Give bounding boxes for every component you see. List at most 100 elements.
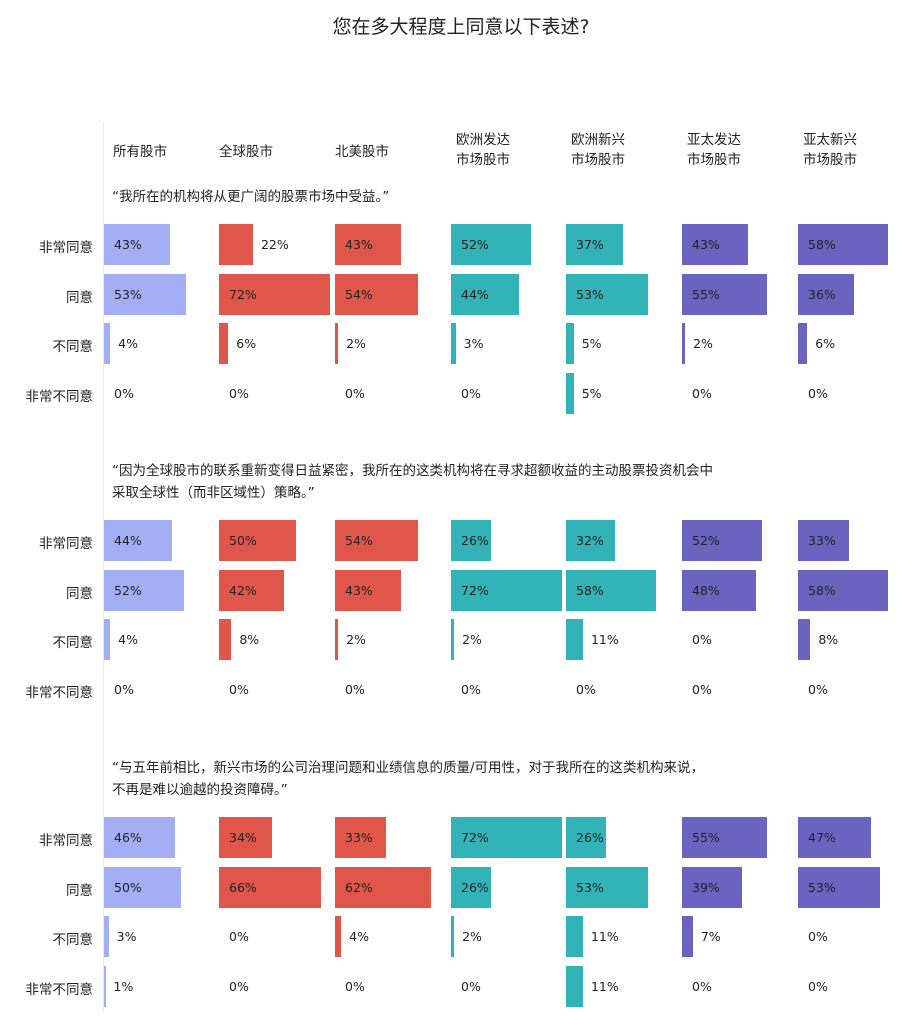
bar bbox=[682, 520, 763, 561]
column-header-line: 所有股市 bbox=[113, 144, 167, 160]
value-label: 39% bbox=[692, 879, 720, 895]
value-label: 58% bbox=[808, 582, 836, 598]
value-label: 0% bbox=[345, 979, 365, 994]
value-label: 2% bbox=[346, 632, 366, 647]
value-label: 44% bbox=[114, 533, 142, 548]
bar bbox=[104, 619, 111, 660]
value-label: 52% bbox=[692, 533, 720, 548]
bar bbox=[566, 373, 574, 414]
value-label: 0% bbox=[345, 682, 365, 697]
bar bbox=[219, 817, 272, 858]
column-header: 亚太发达 市场股市 bbox=[687, 130, 741, 170]
value-label: 0% bbox=[461, 386, 481, 401]
bar bbox=[682, 323, 686, 364]
row-label: 非常不同意 bbox=[25, 389, 94, 405]
bar bbox=[219, 224, 253, 265]
value-label: 2% bbox=[346, 336, 366, 351]
bar bbox=[451, 866, 492, 908]
value-label: 52% bbox=[114, 582, 142, 598]
column-header-line: 市场股市 bbox=[687, 152, 741, 168]
row-label: 不同意 bbox=[52, 932, 94, 948]
bar bbox=[451, 569, 563, 611]
row-label: 不同意 bbox=[52, 635, 94, 651]
statement-line: “因为全球股市的联系重新变得日益紧密，我所在的这类机构将在寻求超额收益的主动股票… bbox=[112, 463, 713, 479]
statement-line: “我所在的机构将从更广阔的股票市场中受益。” bbox=[112, 189, 390, 205]
value-label: 55% bbox=[692, 286, 720, 302]
value-label: 53% bbox=[576, 286, 604, 302]
bar bbox=[566, 273, 648, 315]
bar bbox=[335, 866, 431, 908]
bar bbox=[451, 224, 532, 265]
column-header: 全球股市 bbox=[219, 142, 273, 162]
value-label: 1% bbox=[113, 979, 134, 994]
value-label: 72% bbox=[229, 286, 257, 302]
bar bbox=[104, 520, 172, 561]
value-label: 37% bbox=[576, 237, 604, 252]
bar bbox=[451, 273, 519, 315]
value-label: 58% bbox=[576, 582, 604, 598]
value-label: 50% bbox=[229, 533, 257, 548]
bar bbox=[219, 866, 321, 908]
value-label: 0% bbox=[345, 386, 365, 401]
bar bbox=[798, 866, 880, 908]
bar bbox=[566, 520, 616, 561]
value-label: 46% bbox=[114, 830, 142, 845]
value-label: 50% bbox=[114, 879, 142, 895]
column-header-line: 全球股市 bbox=[219, 144, 273, 160]
value-label: 26% bbox=[576, 830, 604, 845]
bar bbox=[104, 224, 171, 265]
value-label: 5% bbox=[581, 336, 602, 351]
bar bbox=[104, 273, 186, 315]
row-label: 非常同意 bbox=[39, 833, 93, 849]
value-label: 4% bbox=[349, 929, 370, 944]
value-label: 0% bbox=[114, 386, 134, 401]
value-label: 0% bbox=[692, 979, 712, 994]
value-label: 33% bbox=[808, 533, 836, 548]
bar bbox=[335, 916, 342, 957]
column-header-line: 欧洲发达 bbox=[456, 132, 510, 148]
bar bbox=[798, 619, 811, 660]
value-label: 0% bbox=[808, 386, 828, 401]
row-label: 同意 bbox=[66, 585, 93, 602]
statement-line: “与五年前相比，新兴市场的公司治理问题和业绩信息的质量/可用性，对于我所在的这类… bbox=[112, 760, 705, 776]
value-label: 0% bbox=[229, 979, 249, 994]
value-label: 0% bbox=[229, 386, 249, 401]
row-label: 非常同意 bbox=[39, 240, 93, 256]
value-label: 8% bbox=[239, 632, 260, 647]
bar bbox=[104, 916, 109, 957]
bar bbox=[219, 520, 297, 561]
bar bbox=[219, 323, 229, 364]
value-label: 62% bbox=[345, 879, 373, 895]
value-label: 0% bbox=[808, 979, 828, 994]
value-label: 43% bbox=[345, 237, 373, 252]
bar bbox=[451, 817, 563, 858]
bar bbox=[335, 569, 402, 611]
bar bbox=[451, 916, 455, 957]
bar bbox=[451, 323, 456, 364]
bar bbox=[682, 817, 767, 858]
value-label: 0% bbox=[461, 979, 481, 994]
bar bbox=[798, 323, 808, 364]
column-header: 欧洲新兴 市场股市 bbox=[571, 130, 625, 170]
column-header: 亚太新兴 市场股市 bbox=[803, 130, 857, 170]
bar bbox=[335, 520, 419, 561]
bar bbox=[335, 273, 419, 315]
column-header-line: 市场股市 bbox=[456, 152, 510, 168]
column-header: 北美股市 bbox=[335, 142, 389, 162]
bar bbox=[335, 323, 339, 364]
column-header-line: 亚太发达 bbox=[687, 132, 741, 148]
value-label: 8% bbox=[818, 632, 839, 647]
row-label: 非常不同意 bbox=[25, 685, 94, 701]
row-label: 非常同意 bbox=[39, 536, 93, 552]
bar bbox=[798, 273, 854, 315]
bar bbox=[798, 569, 888, 611]
value-label: 53% bbox=[576, 879, 604, 895]
column-header: 欧洲发达 市场股市 bbox=[456, 130, 510, 170]
bar bbox=[335, 224, 402, 265]
chart-title: 您在多大程度上同意以下表述? bbox=[332, 16, 590, 38]
row-label: 非常不同意 bbox=[25, 982, 94, 998]
value-label: 48% bbox=[692, 582, 720, 598]
value-label: 55% bbox=[692, 830, 720, 845]
value-label: 6% bbox=[815, 336, 836, 351]
column-header-line: 北美股市 bbox=[335, 144, 389, 160]
